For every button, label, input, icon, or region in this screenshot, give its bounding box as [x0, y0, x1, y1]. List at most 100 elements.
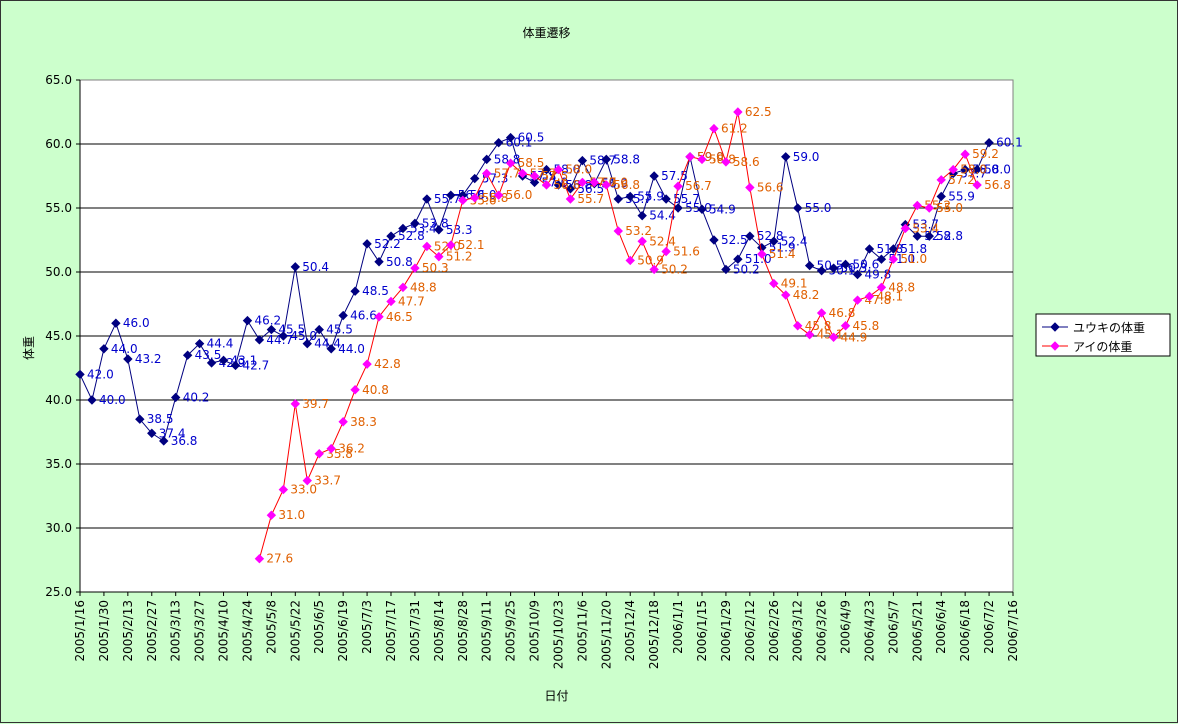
- data-point: [182, 350, 193, 360]
- x-tick-label: 2006/6/4: [934, 600, 948, 654]
- data-label: 55.0: [685, 201, 712, 215]
- y-tick-label: 40.0: [45, 393, 72, 407]
- data-point: [972, 164, 982, 175]
- data-point: [517, 168, 528, 179]
- data-point: [816, 266, 827, 276]
- data-label: 53.8: [422, 216, 449, 230]
- data-point: [170, 392, 181, 403]
- data-point: [781, 290, 791, 300]
- data-point: [553, 180, 564, 190]
- data-label: 51.0: [900, 252, 927, 266]
- data-label: 50.6: [853, 257, 880, 271]
- data-point: [876, 282, 887, 293]
- data-label: 47.7: [398, 294, 425, 308]
- data-label: 44.0: [338, 342, 365, 356]
- data-point: [374, 257, 384, 267]
- data-label: 58.7: [589, 154, 616, 168]
- x-tick-label: 2006/3/26: [815, 600, 829, 662]
- data-point: [111, 318, 121, 328]
- data-point: [769, 236, 779, 246]
- data-point: [601, 154, 612, 165]
- y-tick-label: 60.0: [45, 137, 72, 151]
- data-label: 52.8: [936, 229, 963, 243]
- y-tick-label: 50.0: [45, 265, 72, 279]
- data-label: 42.0: [87, 367, 114, 381]
- data-label: 59.0: [793, 150, 820, 164]
- x-tick-label: 2005/8/28: [456, 600, 470, 662]
- data-label: 52.1: [458, 238, 485, 252]
- data-point: [147, 428, 157, 438]
- data-label: 55.7: [577, 192, 604, 206]
- data-point: [924, 231, 934, 241]
- data-label: 48.5: [362, 284, 389, 298]
- data-label: 37.4: [159, 426, 186, 440]
- data-label: 58.8: [709, 152, 736, 166]
- data-point: [290, 399, 301, 409]
- data-label: 49.8: [865, 268, 892, 282]
- data-point: [649, 264, 659, 275]
- y-tick-label: 35.0: [45, 457, 72, 471]
- data-label: 44.4: [207, 337, 234, 351]
- data-label: 46.5: [386, 310, 413, 324]
- legend-marker: [1050, 341, 1060, 351]
- data-point: [733, 254, 743, 264]
- data-point: [912, 231, 923, 241]
- data-point: [362, 359, 372, 369]
- x-tick-label: 2005/6/5: [312, 600, 326, 654]
- data-label: 40.0: [99, 393, 126, 407]
- data-label: 48.8: [410, 280, 437, 294]
- data-label: 61.2: [721, 122, 748, 136]
- data-point: [541, 164, 552, 175]
- data-point: [481, 168, 492, 179]
- data-point: [673, 181, 683, 191]
- x-tick-label: 2005/9/25: [504, 600, 518, 662]
- data-label: 53.7: [912, 218, 939, 232]
- series-2: 27.631.033.039.733.735.836.238.340.842.8…: [254, 105, 1011, 566]
- data-point: [565, 194, 576, 204]
- x-tick-label: 2006/1/15: [695, 600, 709, 662]
- x-tick-label: 2006/4/23: [862, 600, 876, 662]
- x-tick-label: 2006/4/9: [839, 600, 853, 654]
- x-tick-label: 2005/11/20: [599, 600, 613, 669]
- data-point: [900, 223, 911, 234]
- data-label: 44.4: [314, 337, 341, 351]
- data-label: 44.0: [111, 342, 138, 356]
- data-point: [398, 282, 408, 293]
- x-tick-label: 2005/7/3: [360, 600, 374, 654]
- data-point: [637, 236, 647, 246]
- data-point: [840, 321, 851, 331]
- data-label: 58.0: [565, 163, 592, 177]
- data-label: 50.4: [302, 260, 329, 274]
- data-point: [278, 484, 289, 495]
- data-point: [613, 226, 623, 236]
- data-label: 60.5: [518, 131, 545, 145]
- data-point: [529, 177, 540, 188]
- data-point: [422, 194, 432, 204]
- y-tick-label: 55.0: [45, 201, 72, 215]
- data-point: [374, 312, 384, 322]
- data-point: [924, 203, 934, 213]
- data-label: 52.8: [757, 229, 784, 243]
- x-tick-label: 2005/7/17: [384, 600, 398, 662]
- data-label: 52.4: [649, 234, 676, 248]
- x-tick-label: 2005/1/30: [97, 600, 111, 662]
- data-point: [529, 171, 540, 181]
- data-label: 55.7: [673, 192, 700, 206]
- data-label: 58.0: [972, 163, 999, 177]
- data-point: [386, 231, 396, 241]
- data-point: [589, 177, 600, 188]
- data-point: [338, 310, 348, 321]
- data-label: 50.2: [661, 262, 688, 276]
- data-label: 55.0: [805, 201, 832, 215]
- data-point: [757, 249, 767, 259]
- x-tick-label: 2005/5/22: [288, 600, 302, 662]
- data-label: 38.5: [147, 412, 174, 426]
- data-label: 58.5: [518, 156, 545, 170]
- data-label: 53.3: [446, 223, 473, 237]
- data-point: [254, 335, 265, 345]
- data-label: 57.5: [542, 169, 569, 183]
- data-point: [613, 194, 623, 204]
- series-1: 42.0 40.0 44.0 46.0 43.2 38.537.436.8 40.2 43.5…: [75, 131, 1023, 448]
- data-point: [828, 263, 839, 273]
- data-label: 50.2: [733, 262, 760, 276]
